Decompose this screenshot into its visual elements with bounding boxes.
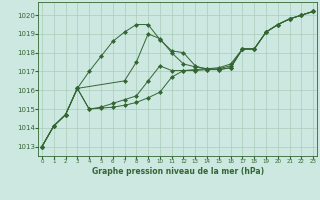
X-axis label: Graphe pression niveau de la mer (hPa): Graphe pression niveau de la mer (hPa) [92, 167, 264, 176]
